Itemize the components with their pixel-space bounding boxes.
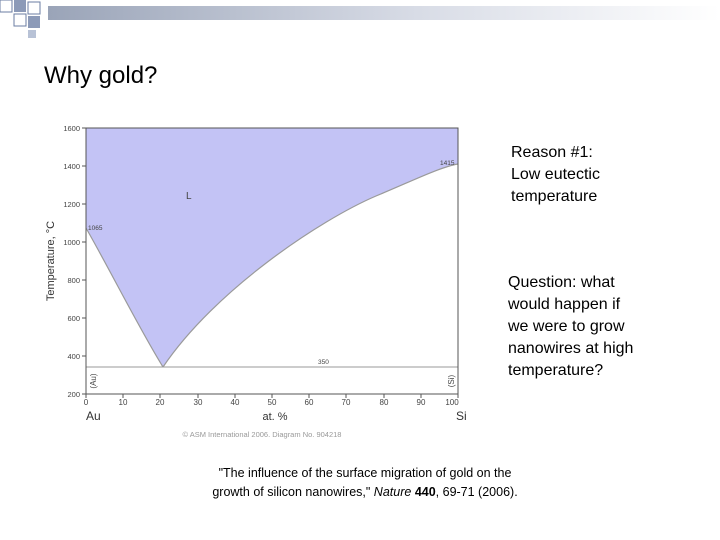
citation-title-end: growth of silicon nanowires,": [212, 485, 374, 499]
y-tick-label: 200: [67, 390, 80, 399]
element-label-au: Au: [86, 409, 101, 423]
reason-line: Reason #1:: [511, 144, 593, 161]
liquidus-line-si: [162, 163, 459, 368]
reason-line: Low eutectic: [511, 166, 600, 183]
eutectic-temperature-label: 350: [318, 359, 329, 366]
y-tick-label: 1600: [63, 124, 80, 133]
question-line: would happen if: [508, 296, 621, 313]
au-melting-point-label: 1065: [88, 225, 103, 232]
copyright-notice: © ASM International 2006. Diagram No. 90…: [183, 430, 342, 439]
reason-line: temperature: [511, 188, 598, 205]
question-line: Question: what: [508, 274, 615, 291]
question-line: nanowires at high: [508, 340, 634, 357]
x-axis-label: at. %: [262, 411, 287, 423]
citation-pages: , 69-71 (2006).: [435, 485, 518, 499]
y-tick-label: 800: [67, 276, 80, 285]
x-tick-label: 0: [84, 398, 89, 407]
x-tick-label: 20: [156, 398, 165, 407]
x-tick-label: 100: [445, 398, 459, 407]
x-tick-label: 10: [119, 398, 128, 407]
citation-journal: Nature: [373, 485, 412, 499]
x-tick-label: 50: [268, 398, 277, 407]
x-tick-label: 30: [194, 398, 203, 407]
decorative-header-bar: [0, 0, 720, 38]
x-axis-ticks: [85, 394, 459, 398]
au-solid-phase-label: (Au): [89, 373, 98, 388]
liquid-region: [86, 128, 458, 367]
citation: "The influence of the surface migration …: [180, 464, 550, 502]
y-tick-label: 400: [67, 352, 80, 361]
liquidus-line-au: [85, 227, 164, 368]
x-tick-label: 70: [342, 398, 351, 407]
citation-line-1: "The influence of the surface migration …: [218, 466, 512, 480]
x-tick-label: 90: [417, 398, 426, 407]
x-tick-label: 60: [305, 398, 314, 407]
reason-text: Reason #1: Low eutectic temperature: [511, 142, 600, 208]
element-label-si: Si: [456, 409, 467, 423]
x-tick-label: 40: [231, 398, 240, 407]
y-tick-label: 1400: [63, 162, 80, 171]
citation-volume: 440: [414, 485, 436, 499]
liquid-phase-label: L: [186, 191, 192, 202]
y-tick-label: 600: [67, 314, 80, 323]
y-axis-label: Temperature, °C: [45, 221, 57, 301]
si-solid-phase-label: (Si): [447, 374, 456, 387]
question-text: Question: what would happen if we were t…: [508, 272, 633, 382]
citation-line-2: growth of silicon nanowires," Nature 440…: [180, 483, 550, 502]
y-tick-label: 1200: [63, 200, 80, 209]
x-tick-label: 80: [380, 398, 389, 407]
question-line: temperature?: [508, 362, 604, 379]
slide-title: Why gold?: [44, 62, 158, 89]
si-melting-point-label: 1415: [440, 160, 455, 167]
phase-diagram: 1600 1400 1200 1000 800 600 400 200 Temp…: [45, 124, 467, 439]
y-axis-ticks: [82, 127, 86, 395]
y-tick-label: 1000: [63, 238, 80, 247]
question-line: we were to grow: [508, 318, 625, 335]
